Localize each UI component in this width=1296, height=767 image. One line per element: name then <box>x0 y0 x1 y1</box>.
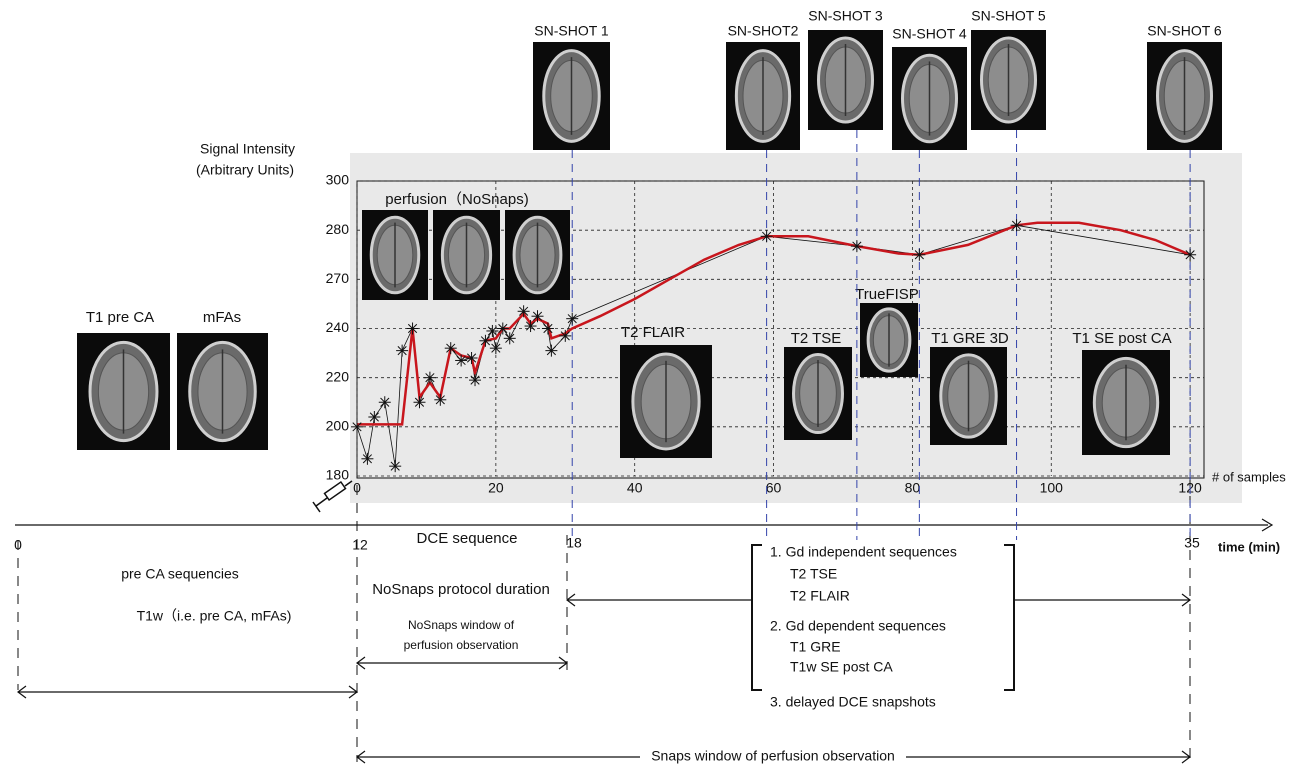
sample-marker <box>559 330 571 342</box>
snapshot-label: SN-SHOT 5 <box>971 8 1046 24</box>
mri-image <box>505 210 570 300</box>
figure: Signal Intensity (Arbitrary Units) # of … <box>0 0 1296 767</box>
x-tick-label: 20 <box>488 480 504 496</box>
mri-image <box>808 30 883 130</box>
x-tick-label: 40 <box>627 480 643 496</box>
syringe-icon <box>313 481 352 512</box>
image-label: T1 GRE 3D <box>931 330 1009 347</box>
t1w-label: T1w（i.e. pre CA, mFAs) <box>137 608 292 624</box>
mri-image <box>971 30 1046 130</box>
snapshot-label: SN-SHOT 6 <box>1147 23 1222 39</box>
y-tick-label: 220 <box>326 368 350 384</box>
mri-image <box>362 210 428 300</box>
mri-image <box>930 347 1007 445</box>
image-label: T1 pre CA <box>86 309 154 326</box>
sample-marker <box>490 342 502 354</box>
list-item: T1w SE post CA <box>790 659 893 675</box>
y-axis-label: Signal Intensity <box>200 141 295 157</box>
snapshot-label: SN-SHOT 1 <box>534 23 609 39</box>
y-tick-label: 300 <box>326 172 350 188</box>
sample-marker <box>379 396 391 408</box>
sample-marker <box>532 310 544 322</box>
y-tick-label: 270 <box>326 270 350 286</box>
sample-marker <box>413 396 425 408</box>
list-item: 1. Gd independent sequences <box>770 544 957 560</box>
sample-marker <box>542 323 554 335</box>
mri-image <box>620 345 712 458</box>
image-label: TrueFISP <box>855 286 919 303</box>
time-tick-label: 18 <box>566 535 582 551</box>
list-item: T1 GRE <box>790 639 841 655</box>
list-item: 2. Gd dependent sequences <box>770 618 946 634</box>
sample-marker <box>761 230 773 242</box>
mri-image <box>726 42 800 150</box>
snapshot-label: SN-SHOT 3 <box>808 8 883 24</box>
sample-marker <box>1011 219 1023 231</box>
mri-image <box>784 347 852 440</box>
mri-image <box>892 47 967 150</box>
x-tick-label: 60 <box>766 480 782 496</box>
image-label: perfusion（NoSnaps) <box>385 191 528 208</box>
sample-marker <box>545 345 557 357</box>
sample-marker <box>424 372 436 384</box>
mri-image <box>533 42 610 150</box>
sample-marker <box>504 332 516 344</box>
mri-image <box>433 210 500 300</box>
x-tick-label: 100 <box>1040 480 1064 496</box>
nosnaps-window: perfusion observation <box>404 638 519 652</box>
y-axis-label: (Arbitrary Units) <box>196 162 294 178</box>
x-axis-label: # of samples <box>1212 469 1286 484</box>
sample-marker <box>525 320 537 332</box>
x-tick-label: 80 <box>905 480 921 496</box>
mri-image <box>77 333 170 450</box>
nosnaps-window: NoSnaps window of <box>408 618 515 632</box>
sample-marker <box>407 323 419 335</box>
sample-marker <box>361 453 373 465</box>
sample-marker <box>469 374 481 386</box>
mri-image <box>177 333 268 450</box>
sample-marker <box>479 335 491 347</box>
snapshot-label: SN-SHOT 4 <box>892 26 967 42</box>
list-item: T2 TSE <box>790 566 837 582</box>
y-tick-label: 180 <box>326 467 350 483</box>
list-item: T2 FLAIR <box>790 588 850 604</box>
snaps-window: Snaps window of perfusion observation <box>651 748 895 764</box>
sample-marker <box>518 305 530 317</box>
sample-marker <box>389 460 401 472</box>
sample-marker <box>455 354 467 366</box>
image-label: T2 FLAIR <box>621 324 685 341</box>
sample-marker <box>466 352 478 364</box>
image-label: T1 SE post CA <box>1072 330 1171 347</box>
y-tick-label: 280 <box>326 221 350 237</box>
time-tick-label: 12 <box>352 537 368 553</box>
y-tick-label: 240 <box>326 319 350 335</box>
sample-marker <box>434 394 446 406</box>
time-axis-label: time (min) <box>1218 539 1280 554</box>
nosnaps-duration: NoSnaps protocol duration <box>372 581 550 598</box>
dce-label: DCE sequence <box>417 530 518 547</box>
mri-image <box>860 303 918 377</box>
x-tick-label: 0 <box>353 480 361 496</box>
sample-marker <box>913 249 925 261</box>
sample-marker <box>851 240 863 252</box>
sample-marker <box>566 313 578 325</box>
sample-marker <box>1184 249 1196 261</box>
time-tick-label: 35 <box>1184 535 1200 551</box>
image-label: T2 TSE <box>791 330 842 347</box>
sample-marker <box>486 325 498 337</box>
sample-marker <box>368 411 380 423</box>
sample-marker <box>351 421 363 433</box>
snapshot-label: SN-SHOT2 <box>728 23 799 39</box>
sample-marker <box>445 342 457 354</box>
y-tick-label: 200 <box>326 418 350 434</box>
sample-marker <box>396 345 408 357</box>
image-label: mFAs <box>203 309 241 326</box>
mri-image <box>1082 350 1170 455</box>
sample-marker <box>497 323 509 335</box>
mri-image <box>1147 42 1222 150</box>
list-item: 3. delayed DCE snapshots <box>770 694 936 710</box>
pre-ca-label: pre CA sequencies <box>121 566 239 582</box>
